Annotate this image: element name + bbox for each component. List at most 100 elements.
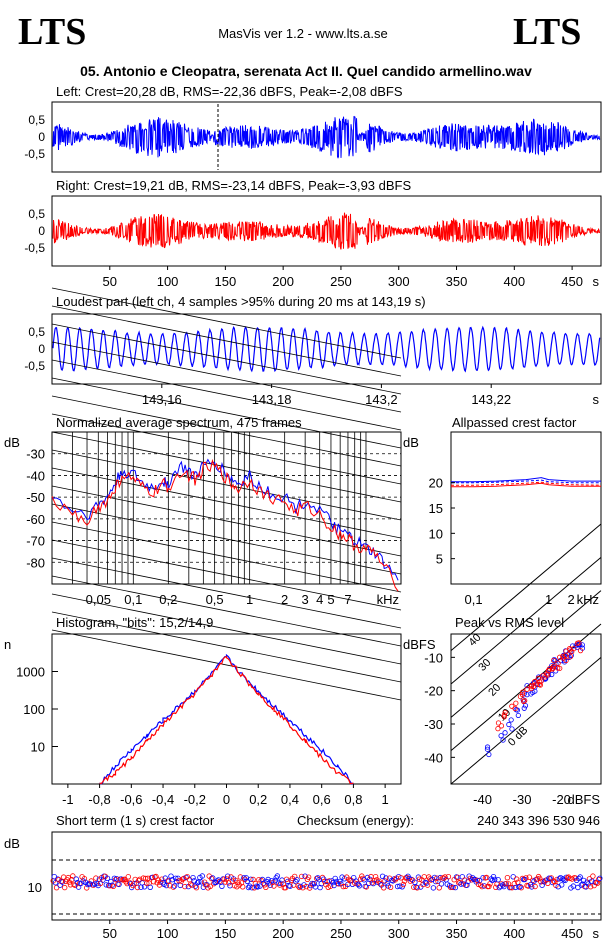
crest-point — [257, 883, 263, 889]
spectrum-xtick: 2 — [281, 592, 288, 607]
hist-xtick: -1 — [62, 792, 74, 807]
crest-point — [116, 881, 122, 888]
spectrum-ytick: -80 — [26, 555, 45, 570]
crest-point — [332, 875, 338, 882]
histogram-ticks: 1000 100 10 -1 -0,8 -0,6 -0,4 -0,2 0 0,2 0,4 0,6 0,8… — [16, 665, 389, 808]
spectrum-grid — [51, 287, 402, 701]
hist-xtick: -0,8 — [88, 792, 110, 807]
xtick-label: 200 — [272, 926, 294, 941]
pvr-point — [521, 705, 527, 711]
crest-point — [434, 875, 440, 881]
pvr-point — [508, 717, 514, 723]
peak-vs-rms-frame — [450, 633, 602, 785]
spectrum-frame — [51, 431, 402, 585]
spectrum-slope-line — [51, 287, 402, 359]
crest-point — [93, 875, 99, 881]
xtick-label: 300 — [388, 274, 410, 289]
crest-point — [169, 877, 175, 883]
pvr-point — [532, 688, 538, 694]
crest-point — [193, 885, 200, 891]
crest-point — [412, 879, 418, 885]
crest-point — [442, 874, 448, 880]
crest-point — [268, 878, 275, 884]
crest-point — [597, 875, 603, 881]
crest-point — [559, 882, 565, 888]
crest-point — [103, 882, 109, 888]
logo-left: LTS — [18, 11, 86, 53]
hist-xtick: -0,4 — [152, 792, 174, 807]
crest-point — [383, 875, 389, 881]
crest-point — [274, 873, 281, 879]
short-term-series — [50, 873, 603, 891]
pvr-xtick: -40 — [473, 792, 492, 807]
pvr-point — [574, 640, 581, 646]
crest-point — [248, 876, 254, 882]
crest-point — [596, 876, 602, 883]
pvr-point — [528, 691, 534, 697]
checksum-label: Checksum (energy): — [297, 813, 414, 828]
crest-point — [216, 878, 223, 885]
crest-point — [204, 882, 210, 888]
pvr-point — [502, 730, 508, 736]
peak-vs-rms-ylabel: dBFS — [403, 637, 436, 652]
spectrum-slope-line — [51, 305, 402, 377]
crest-ytick: 10 — [429, 526, 443, 541]
crest-point — [59, 879, 66, 885]
crest-point — [433, 878, 439, 885]
short-term-ytick-0: 10 — [28, 880, 42, 895]
xtick-label: 143,2 — [365, 392, 398, 407]
crest-ytick: 15 — [429, 501, 443, 516]
crest-point — [83, 885, 90, 891]
crest-point — [100, 877, 106, 883]
right-waveform-panel: Right: Crest=19,21 dB, RMS=-23,14 dBFS, … — [24, 178, 602, 289]
crest-point — [459, 874, 465, 880]
pvr-xtick: -20 — [552, 792, 571, 807]
histogram-series — [99, 653, 354, 785]
crest-point — [224, 873, 231, 879]
spectrum-xtick: 7 — [344, 592, 351, 607]
crest-point — [587, 884, 594, 890]
pvr-point — [567, 654, 574, 660]
left-waveform-title: Left: Crest=20,28 dB, RMS=-22,36 dBFS, P… — [56, 84, 403, 99]
spectrum-slope-line — [51, 449, 402, 521]
crest-point — [160, 880, 166, 886]
crest-point — [243, 875, 249, 881]
spectrum-xtick: 0,2 — [159, 592, 177, 607]
pvr-diagonal-label: 30 — [476, 657, 493, 674]
crest-point — [207, 883, 213, 889]
spectrum-xtick: 0,05 — [86, 592, 111, 607]
crest-point — [327, 883, 334, 889]
crest-point — [235, 879, 241, 886]
pvr-point — [536, 681, 542, 688]
crest-point — [518, 885, 524, 891]
crest-point — [168, 873, 174, 879]
peak-vs-rms-series — [484, 640, 586, 758]
spectrum-xtick: 1 — [246, 592, 253, 607]
xtick-label: 100 — [157, 926, 179, 941]
crest-point — [214, 878, 220, 884]
crest-point — [300, 885, 306, 891]
crest-point — [381, 885, 387, 891]
pvr-diagonal — [450, 523, 602, 652]
pvr-point — [560, 655, 566, 661]
crest-point — [311, 881, 318, 887]
pvr-point — [500, 737, 506, 743]
hist-xtick: 0,4 — [281, 792, 299, 807]
pvr-point — [522, 703, 529, 709]
short-term-title: Short term (1 s) crest factor — [56, 813, 215, 828]
pvr-point — [521, 698, 527, 704]
crest-point — [159, 876, 165, 882]
xtick-label: 50 — [103, 274, 117, 289]
spectrum-xtick: 4 — [316, 592, 323, 607]
crest-point — [265, 876, 271, 883]
crest-point — [495, 877, 501, 883]
spectrum-ytick: -50 — [26, 490, 45, 505]
peak-vs-rms-title: Peak vs RMS level — [455, 615, 564, 630]
crest-point — [88, 878, 94, 884]
spectrum-ytick: -70 — [26, 534, 45, 549]
crest-point — [259, 876, 266, 883]
histogram-ylabel: n — [4, 637, 11, 652]
pvr-point — [551, 657, 557, 664]
crest-point — [400, 881, 407, 888]
